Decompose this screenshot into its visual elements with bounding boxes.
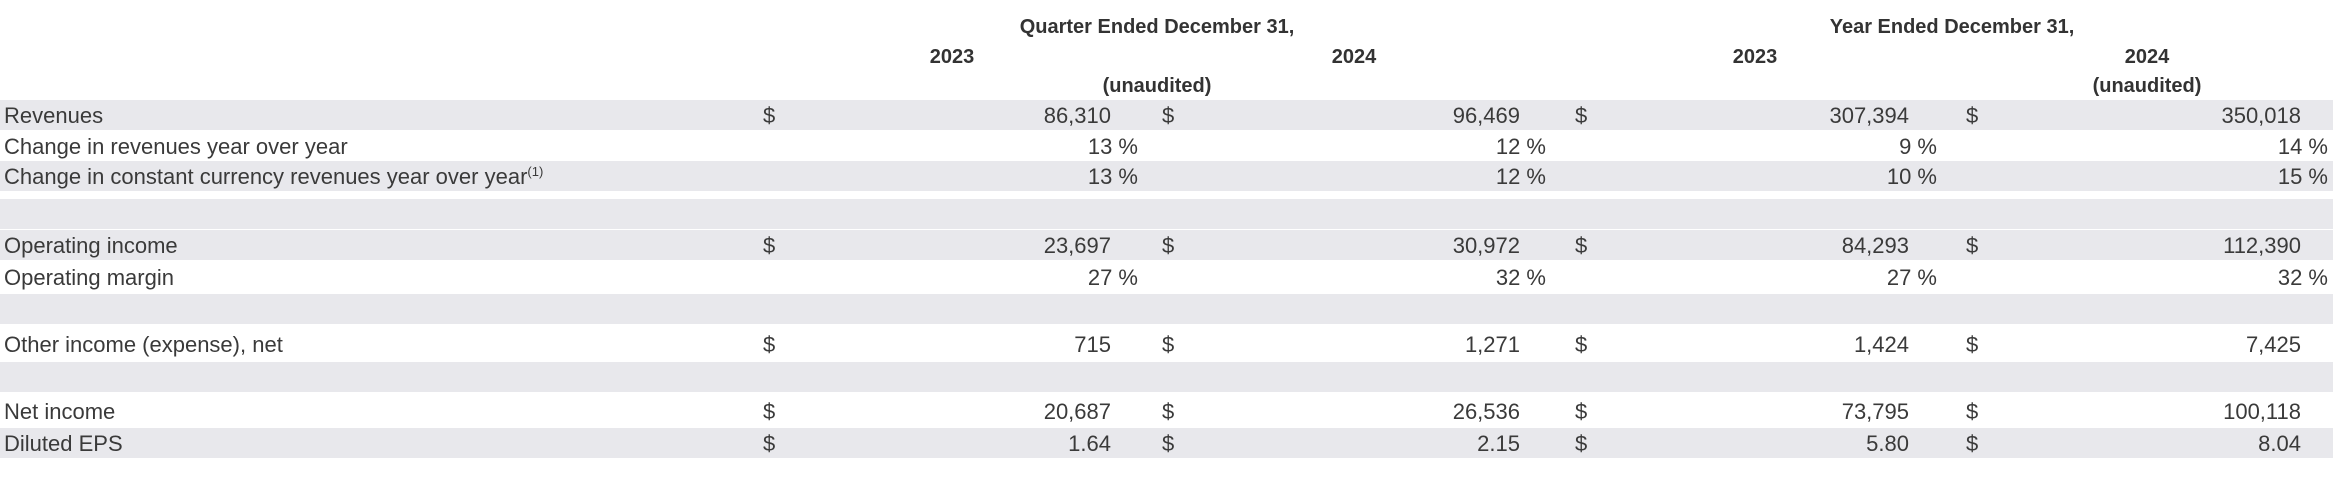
currency-symbol: $ bbox=[1162, 332, 1175, 357]
quarter-2024-header: 2024 bbox=[1331, 46, 1377, 68]
y2024-value: 100,118 bbox=[2223, 399, 2301, 424]
year-unaudited-note: (unaudited) bbox=[2092, 75, 2202, 97]
year-2023-header: 2023 bbox=[1732, 46, 1778, 68]
q2023-value: 13 % bbox=[1087, 134, 1138, 159]
row-label: Other income (expense), net bbox=[4, 332, 283, 357]
q2024-value: 32 % bbox=[1495, 265, 1546, 290]
row-label: Revenues bbox=[4, 103, 104, 128]
currency-symbol: $ bbox=[1162, 399, 1175, 424]
currency-symbol: $ bbox=[1966, 399, 1979, 424]
y2024-value: 15 % bbox=[2277, 164, 2328, 189]
currency-symbol: $ bbox=[1966, 332, 1979, 357]
y2024-value: 14 % bbox=[2277, 134, 2328, 159]
y2023-value: 9 % bbox=[1899, 134, 1937, 159]
q2023-value: 23,697 bbox=[1043, 233, 1111, 258]
q2024-value: 1,271 bbox=[1464, 332, 1520, 357]
row-label: Change in constant currency revenues yea… bbox=[4, 164, 543, 190]
table-row-diluted-eps: Diluted EPS $ 1.64 $ 2.15 $ 5.80 $ 8.04 bbox=[0, 428, 2333, 458]
y2024-value: 350,018 bbox=[2221, 103, 2301, 128]
y2023-value: 1,424 bbox=[1853, 332, 1909, 357]
currency-symbol: $ bbox=[1575, 399, 1588, 424]
table-row-other-income: Other income (expense), net $ 715 $ 1,27… bbox=[0, 329, 2333, 359]
footnote-marker: (1) bbox=[527, 164, 544, 179]
currency-symbol: $ bbox=[763, 399, 776, 424]
y2023-value: 5.80 bbox=[1866, 431, 1909, 456]
q2023-value: 27 % bbox=[1087, 265, 1138, 290]
q2023-value: 86,310 bbox=[1043, 103, 1111, 128]
currency-symbol: $ bbox=[1966, 431, 1979, 456]
row-label-text: Change in constant currency revenues yea… bbox=[4, 164, 528, 189]
currency-symbol: $ bbox=[1575, 431, 1588, 456]
row-label: Diluted EPS bbox=[4, 431, 123, 456]
currency-symbol: $ bbox=[1966, 103, 1979, 128]
y2023-value: 84,293 bbox=[1841, 233, 1909, 258]
q2023-value: 715 bbox=[1074, 332, 1111, 357]
quarter-unaudited-note: (unaudited) bbox=[1102, 75, 1212, 97]
currency-symbol: $ bbox=[1575, 233, 1588, 258]
row-label: Net income bbox=[4, 399, 116, 424]
table-row-operating-margin: Operating margin 27 % 32 % 27 % 32 % bbox=[0, 262, 2333, 292]
q2024-value: 96,469 bbox=[1452, 103, 1520, 128]
year-2024-header: 2024 bbox=[2124, 46, 2170, 68]
y2024-value: 112,390 bbox=[2223, 233, 2301, 258]
table-row-constant-currency-change: Change in constant currency revenues yea… bbox=[0, 161, 2333, 191]
row-label: Change in revenues year over year bbox=[4, 134, 348, 159]
q2024-value: 30,972 bbox=[1452, 233, 1520, 258]
spacer-row bbox=[0, 199, 2333, 229]
table-row-operating-income: Operating income $ 23,697 $ 30,972 $ 84,… bbox=[0, 230, 2333, 260]
quarter-2023-header: 2023 bbox=[929, 46, 975, 68]
y2023-value: 73,795 bbox=[1841, 399, 1909, 424]
q2023-value: 20,687 bbox=[1043, 399, 1111, 424]
currency-symbol: $ bbox=[1162, 103, 1175, 128]
currency-symbol: $ bbox=[763, 233, 776, 258]
currency-symbol: $ bbox=[1575, 332, 1588, 357]
table-row-revenue-change: Change in revenues year over year 13 % 1… bbox=[0, 131, 2333, 161]
currency-symbol: $ bbox=[763, 431, 776, 456]
q2024-value: 26,536 bbox=[1452, 399, 1520, 424]
y2023-value: 27 % bbox=[1886, 265, 1937, 290]
q2024-value: 12 % bbox=[1495, 134, 1546, 159]
y2023-value: 10 % bbox=[1886, 164, 1937, 189]
currency-symbol: $ bbox=[1575, 103, 1588, 128]
table-row-net-income: Net income $ 20,687 $ 26,536 $ 73,795 $ … bbox=[0, 396, 2333, 426]
q2024-value: 12 % bbox=[1495, 164, 1546, 189]
spacer-row bbox=[0, 362, 2333, 392]
currency-symbol: $ bbox=[1162, 233, 1175, 258]
table-row-revenues: Revenues $ 86,310 $ 96,469 $ 307,394 $ 3… bbox=[0, 100, 2333, 130]
row-label: Operating income bbox=[4, 233, 178, 258]
y2023-value: 307,394 bbox=[1829, 103, 1909, 128]
quarter-header: Quarter Ended December 31, bbox=[1019, 16, 1295, 38]
currency-symbol: $ bbox=[763, 332, 776, 357]
y2024-value: 7,425 bbox=[2245, 332, 2301, 357]
year-header: Year Ended December 31, bbox=[1829, 16, 2075, 38]
row-label: Operating margin bbox=[4, 265, 174, 290]
q2023-value: 13 % bbox=[1087, 164, 1138, 189]
currency-symbol: $ bbox=[1162, 431, 1175, 456]
currency-symbol: $ bbox=[1966, 233, 1979, 258]
y2024-value: 8.04 bbox=[2258, 431, 2301, 456]
currency-symbol: $ bbox=[763, 103, 776, 128]
spacer-row bbox=[0, 294, 2333, 324]
y2024-value: 32 % bbox=[2277, 265, 2328, 290]
q2024-value: 2.15 bbox=[1477, 431, 1520, 456]
q2023-value: 1.64 bbox=[1068, 431, 1111, 456]
